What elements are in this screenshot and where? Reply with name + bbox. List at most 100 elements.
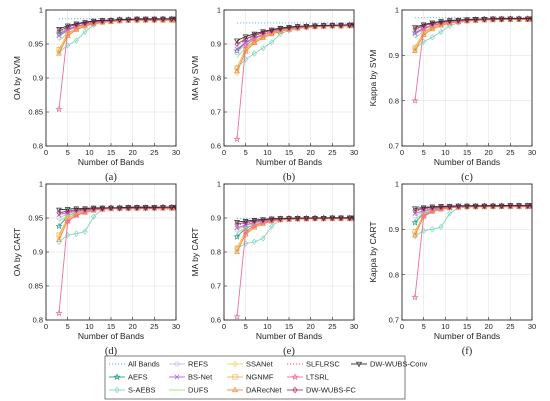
point-dw-wubs-conv [481, 17, 488, 23]
x-tick-label: 20 [128, 322, 136, 331]
point-s-aebs [260, 235, 266, 242]
y-tick-label: 0.7 [211, 282, 221, 291]
axis-border-e [223, 183, 355, 321]
x-tick-label: 5 [244, 148, 248, 157]
x-tick-label: 10 [85, 148, 93, 157]
point-s-aebs [73, 37, 79, 44]
x-tick-label: 25 [150, 322, 158, 331]
point-dw-wubs-conv [168, 205, 175, 211]
point-dw-wubs-conv [142, 205, 149, 211]
x-axis-label: Number of Bands [256, 157, 322, 167]
point-ltsrl [420, 25, 428, 33]
point-dw-wubs-fc [65, 208, 71, 215]
y-tick-label: 1 [395, 180, 399, 189]
point-dw-wubs-conv [99, 18, 106, 24]
x-axis-label: Number of Bands [78, 157, 144, 167]
point-s-aebs [429, 34, 435, 41]
point-dw-wubs-fc [234, 220, 240, 228]
x-tick-label: 30 [528, 322, 536, 331]
point-ltsrl [411, 96, 419, 104]
point-ngnmf [251, 38, 257, 44]
legend-label: NGNMF [246, 373, 274, 382]
point-dw-wubs-conv [412, 25, 418, 31]
point-dw-wubs-conv [498, 203, 505, 210]
x-axis-label: Number of Bands [256, 331, 322, 341]
point-dw-wubs-conv [524, 16, 531, 22]
x-tick-label: 30 [528, 148, 536, 157]
x-tick-label: 25 [506, 148, 514, 157]
point-dw-wubs-conv [303, 215, 310, 222]
y-tick-label: 0.9 [211, 214, 221, 223]
point-dw-wubs-conv [438, 204, 444, 210]
point-dw-wubs-conv [420, 22, 427, 28]
series-line-dw-wubs-conv [58, 206, 176, 211]
point-ngnmf [243, 229, 249, 235]
legend-label: DUFS [188, 386, 208, 395]
point-dw-wubs-conv [64, 23, 71, 29]
point-bs-net [56, 33, 62, 39]
point-dw-wubs-conv [64, 207, 71, 213]
x-tick-label: 25 [328, 148, 336, 157]
point-dw-wubs-conv [168, 16, 175, 23]
point-darecnet [251, 39, 258, 46]
point-dw-wubs-conv [251, 31, 258, 38]
y-tick-label: 0.8 [389, 270, 399, 279]
x-tick-label: 30 [350, 322, 358, 331]
x-tick-label: 10 [263, 322, 271, 331]
point-dw-wubs-conv [507, 16, 514, 22]
series-group-c [411, 15, 532, 104]
y-tick-label: 1 [217, 180, 221, 189]
point-dw-wubs-conv [351, 22, 354, 28]
point-dw-wubs-fc [234, 40, 240, 48]
point-bs-net [234, 225, 240, 231]
legend-label: SLFLRSC [306, 360, 340, 369]
legend-marker [231, 386, 239, 393]
y-axis-label: OA by CART [12, 228, 22, 277]
x-tick-label: 10 [263, 148, 271, 157]
point-dw-wubs-conv [116, 17, 123, 23]
panel-label: (b) [283, 172, 296, 183]
point-dw-wubs-conv [260, 217, 266, 223]
legend-label: S-AEBS [128, 386, 156, 395]
x-axis-label: Number of Bands [434, 331, 500, 341]
point-darecnet [412, 231, 418, 238]
y-tick-label: 0.95 [28, 214, 43, 223]
point-dw-wubs-fc [412, 207, 418, 214]
y-tick-label: 1 [395, 6, 399, 15]
axis-border-f [401, 183, 533, 321]
legend-item-darecnet: DARecNet [227, 386, 282, 395]
x-tick-label: 0 [400, 322, 404, 331]
x-tick-label: 15 [463, 322, 471, 331]
y-tick-label: 0.6 [211, 316, 221, 325]
point-ltsrl [250, 35, 258, 42]
point-dw-wubs-conv [507, 203, 514, 209]
point-dw-wubs-conv [455, 17, 462, 24]
legend-item-aefs: AEFS [109, 373, 148, 382]
point-s-aebs [269, 39, 275, 46]
panel-label: (c) [461, 172, 473, 183]
point-refs [421, 209, 427, 215]
point-dw-wubs-conv [312, 23, 318, 29]
x-tick-label: 10 [441, 322, 449, 331]
point-dw-wubs-conv [73, 21, 80, 27]
point-s-aebs [429, 226, 435, 233]
point-dw-wubs-conv [472, 17, 479, 23]
point-darecnet [234, 248, 240, 255]
point-dw-wubs-conv [73, 206, 80, 212]
point-ngnmf [56, 232, 62, 238]
point-dw-wubs-conv [446, 18, 453, 24]
point-dw-wubs-conv [351, 215, 354, 221]
point-ltsrl [233, 135, 241, 143]
point-dw-wubs-fc [173, 15, 176, 23]
point-s-aebs [438, 223, 444, 231]
point-ngnmf [234, 65, 240, 71]
point-dw-wubs-conv [446, 204, 453, 210]
x-tick-label: 0 [222, 148, 226, 157]
point-darecnet [429, 25, 436, 32]
point-refs [56, 215, 62, 221]
y-tick-label: 0.8 [211, 248, 221, 257]
x-tick-label: 20 [306, 322, 314, 331]
